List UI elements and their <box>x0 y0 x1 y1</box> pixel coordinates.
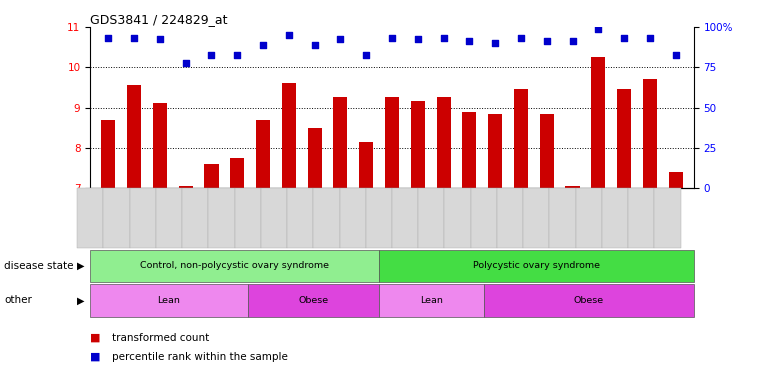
Point <box>205 52 218 58</box>
Text: ▶: ▶ <box>77 261 85 271</box>
Text: ■: ■ <box>90 352 100 362</box>
Bar <box>153 104 167 188</box>
Text: ▶: ▶ <box>77 295 85 306</box>
Point <box>540 38 553 44</box>
Point <box>566 38 579 44</box>
Bar <box>101 120 115 188</box>
Point <box>180 60 192 66</box>
Point <box>644 35 656 41</box>
Bar <box>617 89 631 188</box>
Point <box>489 40 502 46</box>
Bar <box>437 98 451 188</box>
Point <box>128 35 140 41</box>
Bar <box>488 114 503 188</box>
Bar <box>539 114 554 188</box>
Text: Polycystic ovary syndrome: Polycystic ovary syndrome <box>473 262 600 270</box>
Bar <box>385 98 399 188</box>
Point <box>231 52 244 58</box>
Point <box>437 35 450 41</box>
Text: disease state: disease state <box>4 261 74 271</box>
Bar <box>565 186 579 188</box>
Point <box>412 36 424 42</box>
Point <box>618 35 630 41</box>
Bar <box>669 172 683 188</box>
Point <box>592 26 604 32</box>
Bar <box>333 98 347 188</box>
Text: Obese: Obese <box>574 296 604 305</box>
Bar <box>307 127 321 188</box>
Bar <box>127 85 141 188</box>
Point <box>386 35 398 41</box>
Point <box>334 36 347 42</box>
Text: other: other <box>4 295 32 306</box>
Text: Obese: Obese <box>298 296 328 305</box>
Text: Control, non-polycystic ovary syndrome: Control, non-polycystic ovary syndrome <box>140 262 329 270</box>
Point <box>256 42 269 48</box>
Text: GDS3841 / 224829_at: GDS3841 / 224829_at <box>90 13 227 26</box>
Point <box>360 52 372 58</box>
Bar <box>359 142 373 188</box>
Bar <box>256 120 270 188</box>
Point <box>463 38 476 44</box>
Text: Lean: Lean <box>158 296 180 305</box>
Text: ■: ■ <box>90 333 100 343</box>
Point <box>515 35 528 41</box>
Point <box>670 52 682 58</box>
Bar <box>591 57 605 188</box>
Text: percentile rank within the sample: percentile rank within the sample <box>112 352 288 362</box>
Point <box>282 32 295 38</box>
Bar <box>205 164 219 188</box>
Text: Lean: Lean <box>420 296 443 305</box>
Point <box>102 35 114 41</box>
Bar <box>643 79 657 188</box>
Bar <box>230 158 245 188</box>
Bar <box>514 89 528 188</box>
Bar <box>463 111 477 188</box>
Bar <box>179 186 193 188</box>
Point <box>308 42 321 48</box>
Bar <box>281 83 296 188</box>
Point <box>154 36 166 42</box>
Bar <box>411 101 425 188</box>
Text: transformed count: transformed count <box>112 333 209 343</box>
